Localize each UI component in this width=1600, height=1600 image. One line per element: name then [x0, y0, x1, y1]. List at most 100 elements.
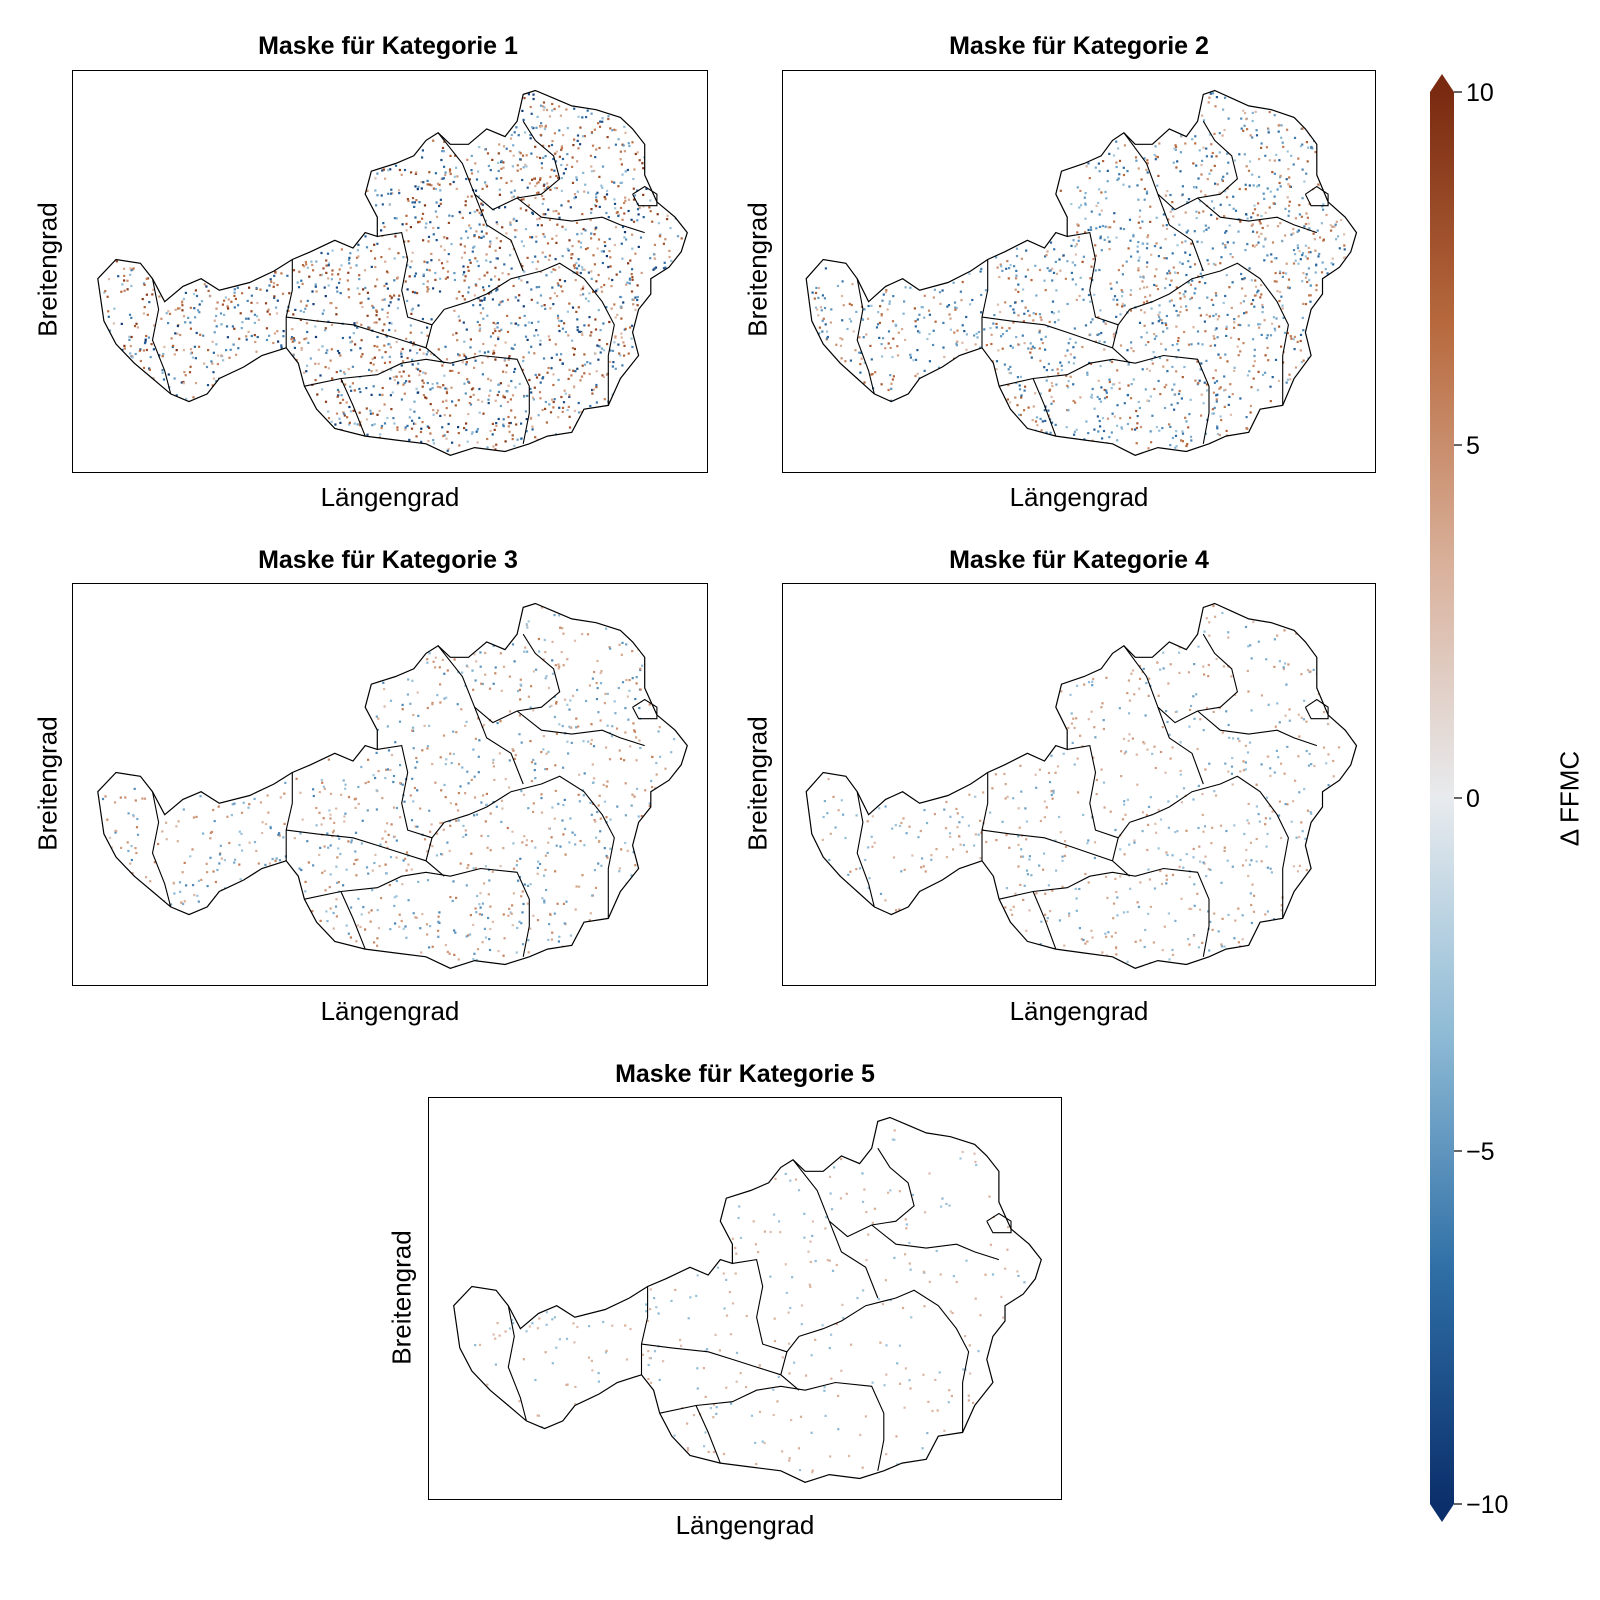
- map-plot-area: [782, 70, 1376, 473]
- ffmc-difference-dots: [101, 606, 676, 968]
- state-border: [516, 710, 645, 747]
- state-border: [1032, 891, 1057, 950]
- country-outline: [805, 602, 1358, 969]
- state-border: [828, 1220, 879, 1299]
- state-border: [632, 185, 658, 207]
- state-border: [507, 1305, 527, 1422]
- state-border: [304, 354, 530, 444]
- x-axis-label: Längengrad: [320, 482, 460, 512]
- state-border: [437, 633, 561, 724]
- state-border: [1157, 194, 1204, 272]
- state-border: [981, 316, 1130, 364]
- state-border: [640, 1286, 649, 1375]
- y-axis-label: Breitengrad: [386, 1230, 417, 1365]
- colorbar-extend-min: [1430, 1504, 1454, 1522]
- state-border: [286, 316, 445, 364]
- state-border: [377, 744, 445, 839]
- state-border: [474, 706, 524, 785]
- state-border: [285, 259, 293, 348]
- state-border: [285, 772, 293, 861]
- ffmc-difference-dots: [474, 1129, 1029, 1474]
- state-border: [304, 867, 530, 957]
- panel-title: Maske für Kategorie 1: [258, 32, 518, 60]
- state-border: [632, 698, 658, 720]
- ffmc-difference-dots: [821, 604, 1341, 965]
- state-border: [641, 1343, 800, 1391]
- colorbar-tick-label: −5: [1466, 1138, 1495, 1166]
- state-border: [981, 829, 1130, 877]
- panel-title: Maske für Kategorie 3: [258, 546, 518, 574]
- state-border: [1067, 231, 1131, 326]
- state-border: [1129, 775, 1289, 919]
- colorbar-tick-label: −10: [1466, 1491, 1508, 1519]
- colorbar-tick-label: 0: [1466, 785, 1480, 813]
- state-border: [1304, 185, 1329, 207]
- colorbar-extend-max: [1430, 74, 1454, 92]
- state-border: [1304, 698, 1329, 720]
- state-border: [151, 278, 172, 395]
- panel-title: Maske für Kategorie 4: [949, 546, 1209, 574]
- state-border: [1123, 633, 1239, 724]
- state-border: [695, 1405, 721, 1464]
- state-border: [732, 1258, 800, 1353]
- state-border: [1129, 262, 1289, 406]
- y-axis-label: Breitengrad: [742, 716, 773, 851]
- ffmc-difference-dots: [811, 92, 1347, 450]
- state-border: [1123, 120, 1239, 211]
- map-plot-area: [72, 70, 708, 473]
- colorbar-tick-label: 10: [1466, 79, 1494, 107]
- state-border: [998, 354, 1210, 444]
- x-axis-label: Längengrad: [1009, 482, 1149, 512]
- state-border: [286, 829, 445, 877]
- state-border: [780, 1351, 788, 1375]
- state-border: [981, 259, 989, 348]
- x-axis-label: Längengrad: [320, 996, 460, 1026]
- state-border: [1032, 378, 1057, 437]
- colorbar: 10 5 0 −5 −10: [1430, 74, 1550, 1524]
- state-border: [798, 1289, 970, 1433]
- map-plot-area: [428, 1097, 1062, 1500]
- state-border: [1197, 197, 1317, 234]
- state-border: [516, 197, 645, 234]
- y-axis-label: Breitengrad: [32, 716, 63, 851]
- state-border: [444, 262, 615, 406]
- panel-title: Maske für Kategorie 2: [949, 32, 1209, 60]
- state-border: [1111, 837, 1119, 861]
- country-outline: [97, 602, 688, 969]
- x-axis-label: Längengrad: [675, 1510, 815, 1540]
- panel-title: Maske für Kategorie 5: [615, 1060, 875, 1088]
- state-border: [981, 772, 989, 861]
- state-border: [1197, 710, 1317, 747]
- country-outline: [97, 89, 688, 456]
- state-border: [1157, 707, 1204, 785]
- y-axis-label: Breitengrad: [742, 202, 773, 337]
- state-border: [1067, 744, 1131, 839]
- state-border: [998, 867, 1210, 957]
- state-border: [856, 278, 875, 395]
- x-axis-label: Längengrad: [1009, 996, 1149, 1026]
- colorbar-tick-label: 5: [1466, 432, 1480, 460]
- ffmc-difference-dots: [103, 93, 683, 452]
- state-border: [340, 378, 366, 437]
- country-outline: [453, 1116, 1042, 1483]
- map-plot-area: [782, 583, 1376, 986]
- y-axis-label: Breitengrad: [32, 202, 63, 337]
- state-border: [444, 775, 615, 919]
- state-border: [792, 1147, 915, 1238]
- state-border: [340, 891, 366, 950]
- state-border: [1111, 324, 1119, 348]
- colorbar-gradient: [1430, 92, 1454, 1504]
- map-plot-area: [72, 583, 708, 986]
- state-border: [377, 231, 445, 326]
- state-border: [871, 1224, 1000, 1261]
- country-outline: [805, 89, 1358, 456]
- state-border: [425, 837, 433, 861]
- state-border: [986, 1212, 1012, 1234]
- state-border: [151, 791, 172, 908]
- state-border: [474, 193, 524, 272]
- state-border: [425, 324, 433, 348]
- state-border: [437, 120, 561, 211]
- state-border: [856, 791, 875, 908]
- colorbar-label: Δ FFMC: [1554, 750, 1585, 847]
- state-border: [659, 1381, 885, 1471]
